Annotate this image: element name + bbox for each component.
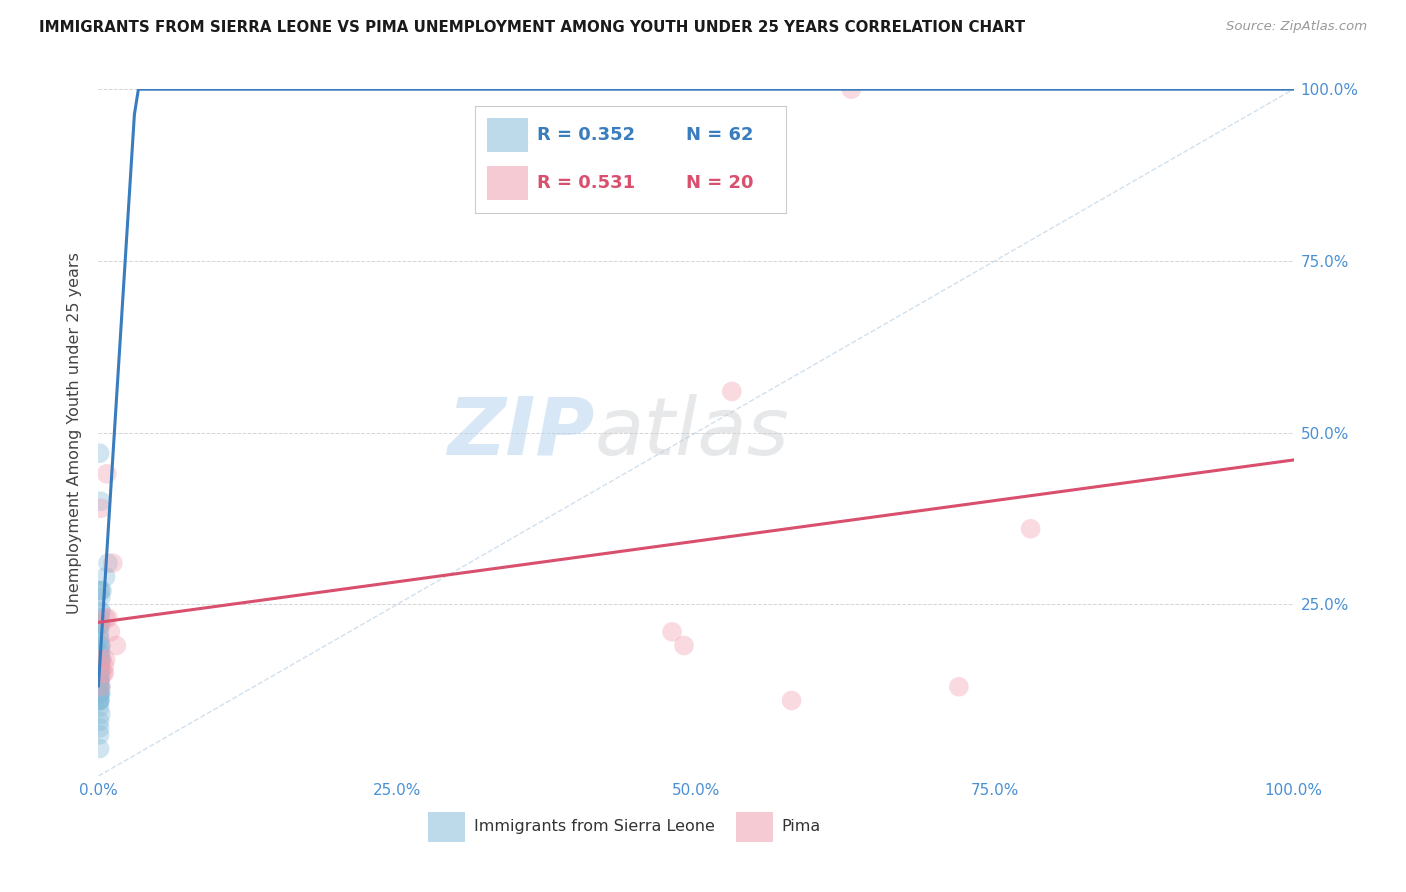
Point [89,741,111,756]
Point [89,680,111,694]
Point [90,583,112,598]
Point [841,82,863,96]
Point [89,693,111,707]
Point [90,680,112,694]
Point [89,673,111,687]
Point [94,611,117,625]
Point [94,570,117,584]
Point [90,604,112,618]
Point [89,693,111,707]
Point [89,665,111,680]
Point [89,618,111,632]
Point [97,556,120,570]
Point [89,673,111,687]
Point [93,665,115,680]
Text: Source: ZipAtlas.com: Source: ZipAtlas.com [1226,20,1367,33]
Point [89,700,111,714]
Point [90,591,112,605]
Point [89,632,111,646]
Point [89,639,111,653]
Point [91,583,114,598]
Point [89,673,111,687]
Point [96,467,118,481]
Point [89,680,111,694]
Point [89,659,111,673]
Point [90,687,112,701]
Point [89,673,111,687]
Point [89,728,111,742]
Point [90,652,112,666]
Point [89,673,111,687]
Point [90,501,112,516]
Point [89,687,111,701]
Point [89,687,111,701]
Point [89,665,111,680]
Point [948,680,970,694]
Point [90,639,112,653]
Point [89,665,111,680]
Point [89,652,111,666]
Point [90,680,112,694]
Point [721,384,744,399]
Point [89,645,111,659]
Point [661,624,683,639]
Point [98,624,122,639]
Point [89,583,111,598]
Point [90,494,112,508]
Point [91,665,114,680]
Point [1019,522,1042,536]
Point [89,665,111,680]
Point [90,707,112,722]
Point [90,652,112,666]
Text: ZIP: ZIP [447,393,595,472]
Point [89,693,111,707]
Point [673,639,696,653]
Point [90,618,112,632]
Point [89,680,111,694]
Point [89,618,111,632]
Point [89,632,111,646]
Point [89,687,111,701]
Point [93,659,115,673]
Point [89,645,111,659]
Point [89,611,111,625]
Point [89,680,111,694]
Point [97,611,120,625]
Point [91,652,114,666]
Point [89,624,111,639]
Point [89,693,111,707]
Point [90,645,112,659]
Point [89,687,111,701]
Point [89,673,111,687]
Point [780,693,803,707]
Point [89,446,111,460]
Point [89,659,111,673]
Point [89,721,111,735]
Point [90,652,112,666]
Point [90,665,112,680]
Point [105,639,128,653]
Point [101,556,124,570]
Y-axis label: Unemployment Among Youth under 25 years: Unemployment Among Youth under 25 years [67,252,83,614]
Point [90,639,112,653]
Point [89,714,111,728]
Point [90,611,112,625]
Point [90,659,112,673]
Text: atlas: atlas [595,393,789,472]
Text: IMMIGRANTS FROM SIERRA LEONE VS PIMA UNEMPLOYMENT AMONG YOUTH UNDER 25 YEARS COR: IMMIGRANTS FROM SIERRA LEONE VS PIMA UNE… [39,20,1025,35]
Point [94,652,117,666]
Point [90,604,112,618]
